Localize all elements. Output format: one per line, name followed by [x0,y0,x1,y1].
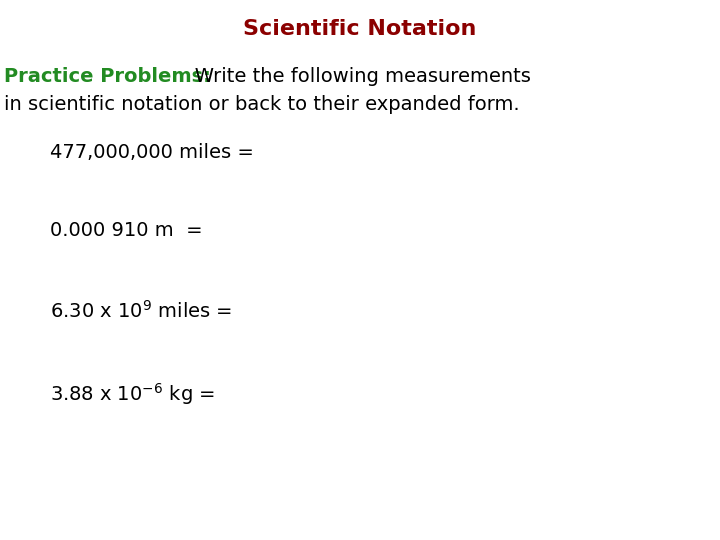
Text: 3.88 x 10$^{-6}$ kg =: 3.88 x 10$^{-6}$ kg = [50,381,217,407]
Text: 0.000 910 m  =: 0.000 910 m = [50,221,210,240]
Text: 6.30 x 10$^{9}$ miles =: 6.30 x 10$^{9}$ miles = [50,300,235,322]
Text: 477,000,000 miles =: 477,000,000 miles = [50,143,261,162]
Text: in scientific notation or back to their expanded form.: in scientific notation or back to their … [4,94,519,113]
Text: Write the following measurements: Write the following measurements [176,68,531,86]
Text: Scientific Notation: Scientific Notation [243,19,477,39]
Text: Practice Problems:: Practice Problems: [4,68,210,86]
